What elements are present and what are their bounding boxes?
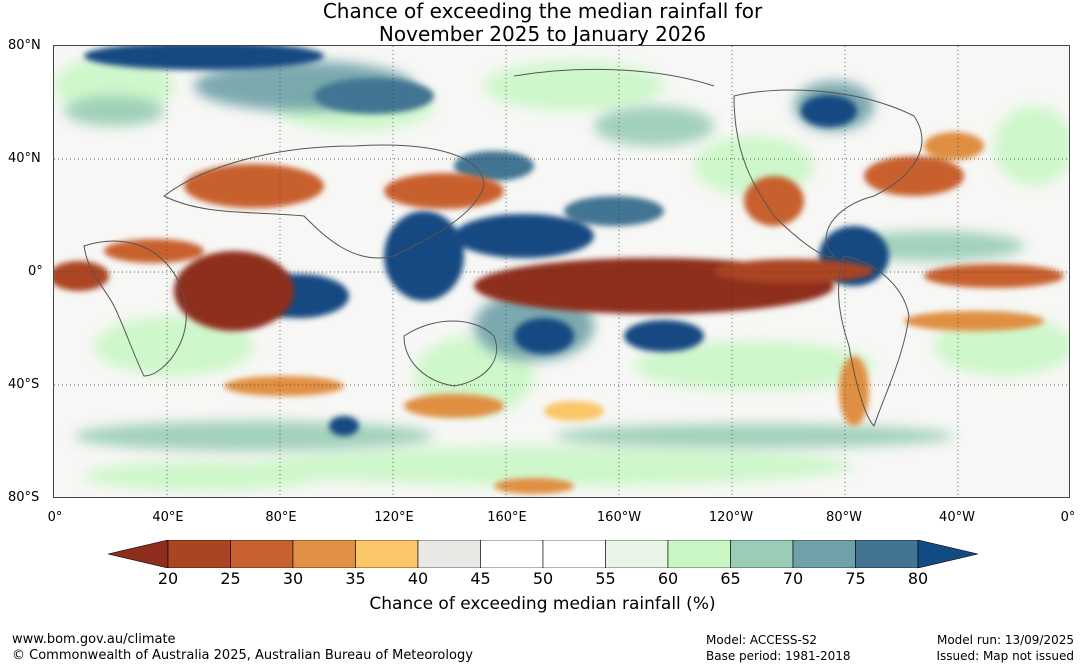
lat-label-80s: 80°S bbox=[8, 490, 40, 505]
footer-model-run: Model run: 13/09/2025 bbox=[936, 633, 1074, 647]
footer-base-period: Base period: 1981-2018 bbox=[706, 649, 851, 663]
colorbar-high-extend bbox=[917, 540, 978, 568]
colorbar-bin bbox=[230, 540, 294, 568]
colorbar-bin bbox=[480, 540, 544, 568]
colorbar-tick-label: 70 bbox=[782, 569, 804, 588]
colorbar-tick-label: 80 bbox=[907, 569, 929, 588]
lon-label-80e: 80°E bbox=[265, 510, 297, 525]
colorbar-bin bbox=[855, 540, 919, 568]
graticule bbox=[54, 46, 1069, 497]
colorbar-bin bbox=[792, 540, 856, 568]
lon-label-0-right: 0° bbox=[1060, 510, 1076, 525]
colorbar-bin bbox=[292, 540, 356, 568]
lon-label-120e: 120°E bbox=[374, 510, 414, 525]
footer-issued: Issued: Map not issued bbox=[936, 649, 1074, 663]
lon-label-160w: 160°W bbox=[596, 510, 642, 525]
colorbar-tick-label: 50 bbox=[532, 569, 554, 588]
colorbar-tick-label: 60 bbox=[657, 569, 679, 588]
lon-label-0-left: 0° bbox=[47, 510, 63, 525]
title-line-1: Chance of exceeding the median rainfall … bbox=[322, 0, 763, 23]
lat-label-40s: 40°S bbox=[8, 377, 40, 392]
lon-label-160e: 160°E bbox=[487, 510, 527, 525]
title-line-2: November 2025 to January 2026 bbox=[378, 22, 707, 46]
colorbar-bin bbox=[417, 540, 481, 568]
lat-label-equator: 0° bbox=[28, 264, 43, 279]
lon-label-40e: 40°E bbox=[152, 510, 184, 525]
map-title: Chance of exceeding the median rainfall … bbox=[0, 0, 1085, 46]
lat-label-40n: 40°N bbox=[8, 151, 41, 166]
coastlines bbox=[83, 68, 923, 427]
colorbar-tick-label: 75 bbox=[845, 569, 866, 588]
footer-model: Model: ACCESS-S2 bbox=[706, 633, 818, 647]
colorbar-bin bbox=[167, 540, 231, 568]
lon-label-80w: 80°W bbox=[826, 510, 862, 525]
colorbar-bin bbox=[542, 540, 606, 568]
colorbar-tick-label: 40 bbox=[407, 569, 429, 588]
colorbar-caption: Chance of exceeding median rainfall (%) bbox=[369, 594, 716, 614]
footer-copyright: © Commonwealth of Australia 2025, Austra… bbox=[12, 648, 473, 663]
colorbar-bin bbox=[605, 540, 669, 568]
colorbar-bin bbox=[667, 540, 731, 568]
lon-label-40w: 40°W bbox=[939, 510, 975, 525]
footer-url: www.bom.gov.au/climate bbox=[12, 632, 176, 647]
colorbar-tick-label: 35 bbox=[345, 569, 366, 588]
colorbar-bin bbox=[730, 540, 794, 568]
lon-label-120w: 120°W bbox=[708, 510, 754, 525]
colorbar-tick-label: 65 bbox=[720, 569, 741, 588]
colorbar-tick-label: 45 bbox=[470, 569, 491, 588]
lat-label-80n: 80°N bbox=[8, 38, 41, 53]
colorbar-tick-label: 30 bbox=[282, 569, 304, 588]
colorbar-low-extend bbox=[108, 540, 169, 568]
colorbar-tick-label: 25 bbox=[220, 569, 241, 588]
world-map bbox=[53, 45, 1070, 498]
colorbar-tick-label: 55 bbox=[595, 569, 616, 588]
colorbar-tick-label: 20 bbox=[157, 569, 179, 588]
colorbar bbox=[108, 540, 978, 568]
colorbar-bin bbox=[355, 540, 419, 568]
dry-anomalies bbox=[54, 132, 1064, 494]
